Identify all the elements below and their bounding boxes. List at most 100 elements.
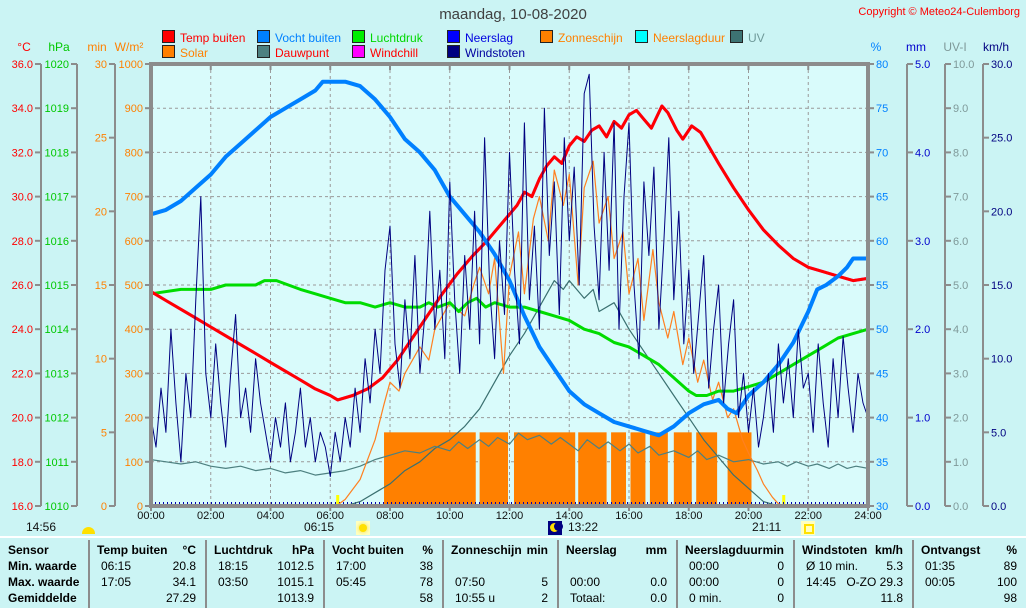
table-cell: 0.0	[650, 591, 667, 605]
stats-table: Sensor Min. waarde Max. waarde Gemiddelde Te…	[0, 540, 1026, 608]
svg-text:UV-I: UV-I	[943, 40, 966, 54]
table-cell: 5	[541, 575, 548, 589]
svg-text:16.0: 16.0	[12, 501, 33, 513]
table-cell: Neerslag	[566, 543, 617, 557]
table-cell: %	[1006, 543, 1017, 557]
legend-swatch-icon	[257, 30, 270, 43]
svg-text:1013: 1013	[45, 368, 69, 380]
table-cell: Vocht buiten	[332, 543, 404, 557]
table-cell: Min. waarde	[8, 559, 77, 573]
table-cell: 20.8	[172, 559, 196, 573]
svg-text:10.0: 10.0	[991, 354, 1012, 366]
svg-text:32.0: 32.0	[12, 147, 33, 159]
svg-text:4.0: 4.0	[953, 324, 968, 336]
svg-text:900: 900	[125, 103, 143, 115]
svg-text:20.0: 20.0	[12, 413, 33, 425]
legend-swatch-icon	[257, 45, 270, 58]
table-cell: 01:35	[925, 559, 956, 573]
table-cell: 58	[419, 591, 433, 605]
legend-swatch-icon	[635, 30, 648, 43]
svg-text:80: 80	[876, 59, 888, 71]
svg-text:400: 400	[125, 324, 143, 336]
table-cell: min	[762, 543, 784, 557]
svg-text:800: 800	[125, 147, 143, 159]
svg-text:18:00: 18:00	[675, 510, 703, 522]
table-column-divider	[793, 540, 795, 608]
svg-text:50: 50	[876, 324, 888, 336]
svg-text:%: %	[871, 40, 882, 54]
svg-text:600: 600	[125, 236, 143, 248]
svg-text:30.0: 30.0	[12, 192, 33, 204]
legend-swatch-icon	[352, 45, 365, 58]
series-temp	[150, 104, 869, 402]
svg-text:500: 500	[125, 280, 143, 292]
table-cell: 00:00	[689, 559, 720, 573]
svg-text:mm: mm	[906, 40, 926, 54]
svg-text:18.0: 18.0	[12, 457, 33, 469]
svg-text:26.0: 26.0	[12, 280, 33, 292]
legend-item-dauwpunt: Dauwpunt	[257, 45, 330, 60]
table-cell: Temp buiten	[97, 543, 168, 557]
svg-text:35: 35	[876, 457, 888, 469]
svg-text:°C: °C	[17, 40, 31, 54]
legend-label: Solar	[180, 46, 209, 60]
legend-label: Neerslagduur	[653, 31, 726, 45]
table-cell: 14:45	[806, 575, 837, 589]
svg-text:15: 15	[95, 280, 107, 292]
svg-text:40: 40	[876, 413, 888, 425]
svg-text:1011: 1011	[45, 457, 69, 469]
table-cell: 11.8	[880, 591, 903, 605]
table-cell: 0	[777, 559, 784, 573]
legend-item-neerslag: Neerslag	[447, 30, 513, 45]
table-cell: 27.29	[165, 591, 196, 605]
suntime-moonrise-time: 13:22	[568, 520, 599, 534]
svg-text:10: 10	[95, 354, 107, 366]
svg-text:4.0: 4.0	[915, 147, 930, 159]
table-cell: 98	[1003, 591, 1017, 605]
table-cell: km/h	[874, 543, 903, 557]
svg-text:300: 300	[125, 368, 143, 380]
table-cell: 10:55 u	[455, 591, 496, 605]
svg-text:24:00: 24:00	[854, 510, 882, 522]
legend-label: Dauwpunt	[275, 46, 330, 60]
series-uv	[151, 280, 868, 507]
suntime-moonset-time: 14:56	[26, 520, 57, 534]
svg-text:km/h: km/h	[983, 40, 1009, 54]
table-cell: Neerslagduur	[685, 543, 763, 557]
table-column-divider	[557, 540, 559, 608]
svg-text:0.0: 0.0	[991, 501, 1006, 513]
svg-text:1000: 1000	[119, 59, 143, 71]
table-column-divider	[205, 540, 207, 608]
legend-swatch-icon	[352, 30, 365, 43]
table-cell: 06:15	[101, 559, 132, 573]
svg-text:200: 200	[125, 413, 143, 425]
table-cell: mm	[645, 543, 667, 557]
legend-item-neerslagduur: Neerslagduur	[635, 30, 726, 45]
table-cell: O-ZO 29.3	[846, 575, 903, 589]
series-luchtdruk	[150, 279, 869, 397]
table-cell: 00:05	[925, 575, 956, 589]
legend-swatch-icon	[447, 45, 460, 58]
sunset-icon	[801, 521, 815, 535]
svg-text:hPa: hPa	[48, 40, 70, 54]
legend-item-uv: UV	[730, 30, 765, 45]
sunrise-icon	[356, 521, 370, 535]
table-cell: 0	[777, 575, 784, 589]
svg-text:5.0: 5.0	[953, 280, 968, 292]
table-cell: 03:50	[218, 575, 249, 589]
svg-text:25.0: 25.0	[991, 133, 1012, 145]
svg-text:1010: 1010	[45, 501, 69, 513]
table-cell: 1015.1	[277, 575, 314, 589]
table-cell: Max. waarde	[8, 575, 80, 589]
table-cell: 1013.9	[277, 591, 314, 605]
svg-text:0: 0	[101, 501, 107, 513]
svg-text:65: 65	[876, 192, 888, 204]
svg-text:16:00: 16:00	[615, 510, 643, 522]
series-solar	[151, 160, 868, 507]
table-cell: Ø 10 min.	[806, 559, 859, 573]
table-cell: 18:15	[218, 559, 249, 573]
table-cell: 2	[541, 591, 548, 605]
svg-text:700: 700	[125, 192, 143, 204]
svg-text:min: min	[87, 40, 106, 54]
legend-label: Windchill	[370, 46, 419, 60]
